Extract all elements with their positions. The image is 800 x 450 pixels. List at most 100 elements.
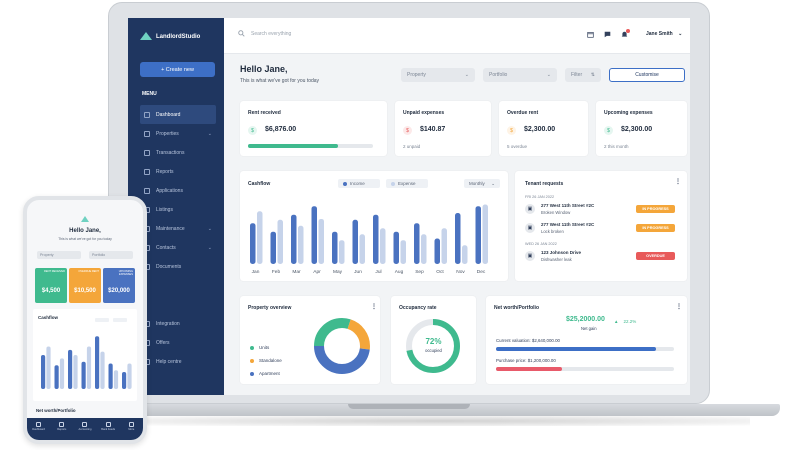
- income-dot: [343, 181, 347, 186]
- sidebar-item-applications[interactable]: Applications: [140, 181, 216, 200]
- tab-label: Dashboard: [32, 428, 45, 431]
- currency-icon: $: [604, 126, 613, 135]
- bell-icon[interactable]: [620, 29, 630, 39]
- legend-income[interactable]: Income: [338, 179, 380, 188]
- bar-expense-apr[interactable]: [318, 218, 325, 264]
- bar-income-may[interactable]: [332, 231, 338, 264]
- sidebar-item-label: Help centre: [156, 358, 182, 365]
- occupancy-title: Occupancy rate: [399, 305, 437, 311]
- stat-card[interactable]: Upcoming expenses $ $2,300.00 2 this month: [596, 101, 687, 156]
- bar-income-sep[interactable]: [414, 223, 420, 264]
- cashflow-chart: Jan Feb Mar Apr May Jun Jul Aug Sep Oct Nov Dec: [250, 204, 489, 275]
- calendar-icon[interactable]: [586, 30, 595, 39]
- sidebar-item-contacts[interactable]: Contacts ⌄: [140, 238, 216, 257]
- donut-slice-apartment[interactable]: [314, 318, 370, 374]
- sidebar-item-help-centre[interactable]: Help centre: [140, 352, 216, 371]
- property-select[interactable]: Property ⌄: [401, 68, 475, 82]
- request-row[interactable]: ▣ 277 West 11th Street #2C Broken Window IN…: [525, 202, 675, 218]
- phone-stat-tile[interactable]: OVERDUE RENT $10,500: [69, 268, 101, 303]
- bar-expense-mar[interactable]: [298, 225, 304, 264]
- sidebar-item-label: Offers: [156, 339, 170, 346]
- donut-slice-standalone[interactable]: [314, 318, 370, 374]
- bar-expense-sep[interactable]: [421, 234, 427, 264]
- stat-value: $2,300.00: [524, 126, 556, 133]
- bar-expense-oct[interactable]: [441, 228, 448, 264]
- x-tick-label: Jan: [252, 269, 260, 275]
- bar-income-mar[interactable]: [291, 214, 297, 264]
- bar-expense-may[interactable]: [339, 240, 345, 264]
- occupancy-label: occupied: [425, 348, 442, 353]
- bar-income-jul[interactable]: [373, 214, 379, 264]
- create-new-button[interactable]: + Create new: [140, 62, 215, 77]
- sidebar-item-reports[interactable]: Reports: [140, 162, 216, 181]
- legend-label: Apartment: [259, 371, 280, 376]
- more-icon[interactable]: ⋮: [675, 179, 681, 185]
- tile-label: UPCOMING EXPENSES: [118, 270, 133, 276]
- stat-card[interactable]: Overdue rent $ $2,300.00 5 overdue: [499, 101, 588, 156]
- phone-tab-bank-feeds[interactable]: Bank Feeds: [98, 422, 118, 431]
- bar-expense-jul[interactable]: [380, 228, 386, 264]
- greeting: Hello Jane, This is what we've got for y…: [240, 64, 319, 84]
- phone-tab-dashboard[interactable]: Dashboard: [29, 422, 49, 431]
- request-issue: Dishwasher leak: [541, 257, 572, 262]
- brand-logo[interactable]: LandlordStudio: [140, 32, 200, 42]
- bar-expense-jan[interactable]: [257, 211, 263, 264]
- currency-icon: $: [403, 126, 412, 135]
- currency-icon: $: [248, 126, 257, 135]
- phone-portfolio-select[interactable]: Portfolio: [89, 251, 133, 259]
- chat-icon[interactable]: [603, 30, 612, 39]
- legend-dot: [250, 371, 254, 376]
- filter-button[interactable]: Filter ⇅: [565, 68, 601, 82]
- search-input[interactable]: Search everything: [251, 30, 292, 37]
- sidebar-item-maintenance[interactable]: Maintenance ⌄: [140, 219, 216, 238]
- more-icon[interactable]: ⋮: [676, 304, 682, 310]
- request-row[interactable]: ▣ 277 West 11th Street #2C Lock broken IN P…: [525, 221, 675, 237]
- stat-card[interactable]: Rent received $ $6,876.00: [240, 101, 387, 156]
- bar-income-feb[interactable]: [270, 231, 277, 264]
- sidebar-item-documents[interactable]: Documents: [140, 257, 216, 276]
- bar-income-oct[interactable]: [434, 238, 441, 265]
- portfolio-select[interactable]: Portfolio ⌄: [483, 68, 557, 82]
- bar-income-aug[interactable]: [393, 231, 400, 264]
- sidebar-item-offers[interactable]: Offers: [140, 333, 216, 352]
- phone-tab-more[interactable]: More: [121, 422, 141, 431]
- sidebar-item-transactions[interactable]: Transactions: [140, 143, 216, 162]
- notification-dot: [626, 29, 630, 33]
- phone-tab-reports[interactable]: Reports: [52, 422, 72, 431]
- phone-stat-tile[interactable]: UPCOMING EXPENSES $20,000: [103, 268, 135, 303]
- bar-income-apr[interactable]: [311, 206, 318, 264]
- x-tick-label: Dec: [477, 269, 486, 275]
- bar-expense-nov[interactable]: [462, 245, 468, 264]
- chevron-down-icon: ⌄: [207, 225, 212, 232]
- filter-bar: Property ⌄ Portfolio ⌄ Filter ⇅ Customis…: [401, 68, 685, 82]
- sidebar-item-properties[interactable]: Properties ⌄: [140, 124, 216, 143]
- bar-income-jun[interactable]: [352, 219, 359, 264]
- phone-cashflow-card: Cashflow: [33, 309, 137, 401]
- request-row[interactable]: ▣ 123 Johnson Drive Dishwasher leak OVERDUE: [525, 249, 675, 265]
- phone-bar-income: [108, 363, 113, 389]
- user-menu[interactable]: Jane Smith ⌄: [646, 31, 682, 37]
- bar-expense-jun[interactable]: [359, 234, 366, 264]
- stat-card[interactable]: Unpaid expenses $ $140.87 2 unpaid: [395, 101, 491, 156]
- request-address: 123 Johnson Drive: [541, 250, 582, 255]
- rent-progress-track: [248, 144, 373, 148]
- sidebar-item-dashboard[interactable]: Dashboard: [140, 105, 216, 124]
- period-select[interactable]: Monthly ⌄: [464, 179, 500, 188]
- search-bar[interactable]: Search everything: [238, 30, 291, 37]
- bar-income-nov[interactable]: [455, 213, 461, 264]
- user-name: Jane Smith: [646, 31, 673, 37]
- more-icon[interactable]: ⋮: [371, 304, 377, 310]
- sidebar-item-listings[interactable]: Listings: [140, 200, 216, 219]
- phone-property-select[interactable]: Property: [37, 251, 81, 259]
- bar-income-dec[interactable]: [475, 206, 482, 264]
- phone-stat-tile[interactable]: RENT RECEIVED $4,500: [35, 268, 67, 303]
- phone-tab-accounting[interactable]: Accounting: [75, 422, 95, 431]
- bar-expense-aug[interactable]: [400, 240, 407, 264]
- bar-expense-feb[interactable]: [277, 219, 284, 264]
- bar-expense-dec[interactable]: [482, 204, 489, 265]
- sidebar-item-integration[interactable]: Integration: [140, 314, 216, 333]
- bar-income-jan[interactable]: [250, 223, 256, 264]
- legend-expense[interactable]: Expense: [386, 179, 428, 188]
- customise-button[interactable]: Customise: [609, 68, 685, 82]
